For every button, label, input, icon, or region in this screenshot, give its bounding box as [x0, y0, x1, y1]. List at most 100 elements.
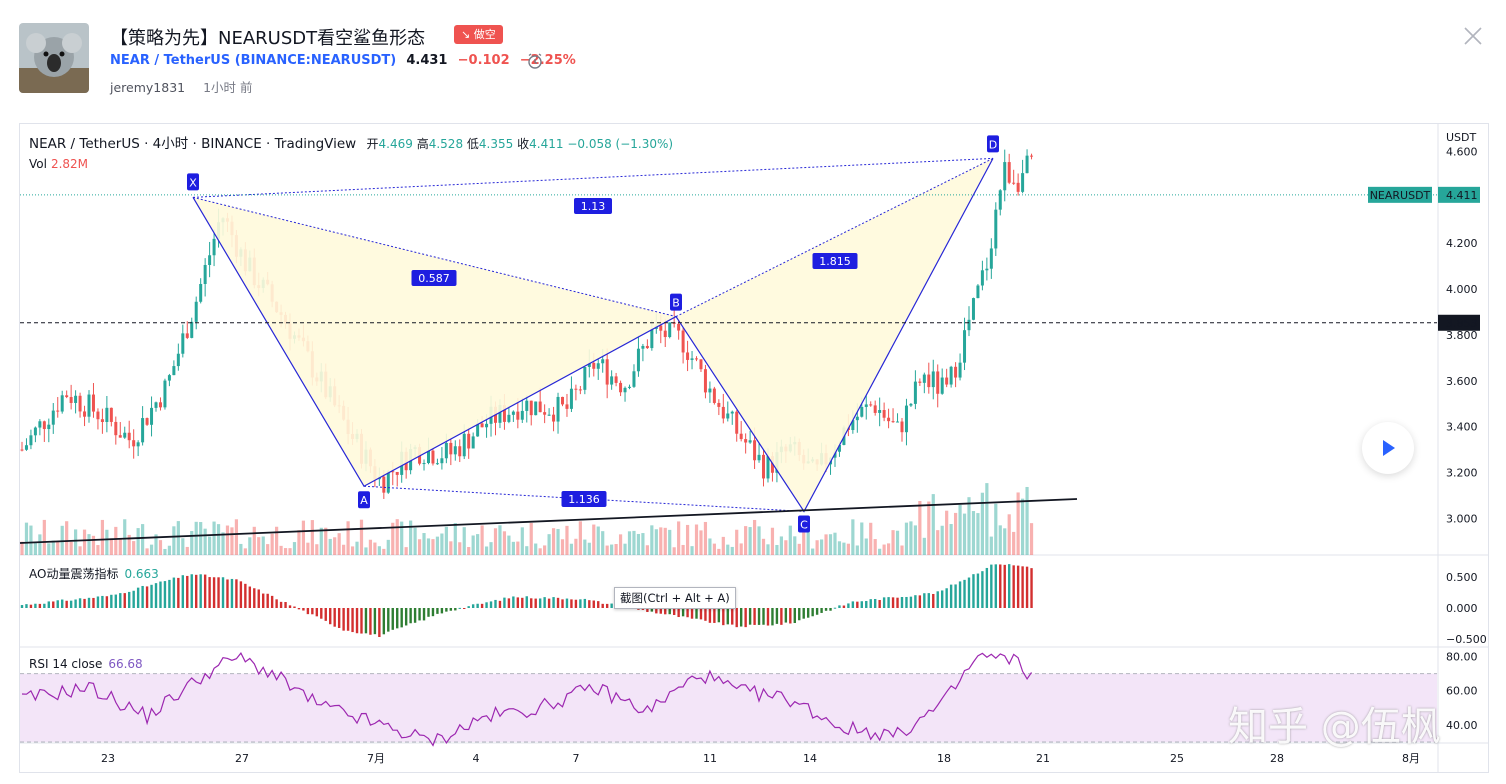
- legend-symbol[interactable]: NEAR / TetherUS · 4小时 · BINANCE · Tradin…: [29, 136, 357, 152]
- ao-bar: [418, 608, 421, 621]
- legend-high: 4.528: [428, 137, 464, 151]
- candle: [855, 416, 859, 421]
- volume-bar: [685, 524, 690, 555]
- ao-bar: [373, 608, 377, 635]
- ao-bar: [592, 600, 595, 608]
- ao-bar: [981, 571, 984, 608]
- volume-bar: [645, 545, 649, 555]
- candle: [158, 402, 162, 408]
- candle: [766, 456, 770, 479]
- candle: [74, 395, 78, 403]
- ao-bar: [869, 599, 872, 608]
- ao-bar: [288, 605, 292, 608]
- ao-bar: [708, 608, 712, 623]
- volume-bar: [909, 521, 913, 555]
- ao-bar: [713, 608, 716, 623]
- ao-bar: [306, 608, 310, 615]
- ao-bar: [744, 608, 747, 628]
- ao-value: 0.663: [124, 567, 159, 581]
- volume-bar: [301, 520, 306, 555]
- alarm-clock-icon[interactable]: [526, 52, 544, 70]
- volume-bar: [87, 534, 91, 555]
- time-tick: 28: [1270, 752, 1284, 765]
- candle: [699, 359, 703, 370]
- price-tick: 4.200: [1446, 237, 1478, 250]
- volume-bar: [752, 519, 757, 555]
- candle: [668, 322, 672, 338]
- candle: [931, 371, 935, 388]
- ao-bar: [436, 608, 439, 614]
- candle: [601, 359, 605, 364]
- volume-bar: [757, 526, 761, 555]
- ao-bar: [74, 599, 77, 608]
- volume-bar: [400, 521, 404, 555]
- volume-bar: [252, 526, 256, 555]
- point-badge: [798, 515, 810, 533]
- candle: [989, 248, 993, 269]
- volume-bar: [163, 548, 167, 555]
- volume-bar: [279, 545, 283, 555]
- ao-bar: [391, 608, 394, 630]
- ao-bar: [355, 608, 359, 634]
- close-icon[interactable]: [1463, 26, 1483, 46]
- candle: [199, 284, 203, 302]
- chart-frame[interactable]: [19, 123, 1489, 773]
- volume-bar: [82, 529, 87, 555]
- point-label-b: B: [672, 297, 680, 310]
- ao-bar: [34, 603, 37, 608]
- last-price-badge: [1438, 186, 1480, 203]
- ao-bar: [387, 608, 390, 632]
- candle: [538, 401, 542, 413]
- ao-bar: [538, 598, 542, 608]
- candle: [721, 406, 725, 419]
- volume-bar: [462, 527, 466, 555]
- point-label-d: D: [989, 138, 997, 151]
- volume-bar: [811, 548, 815, 555]
- ao-bar: [918, 595, 922, 608]
- time-tick: 4: [473, 752, 480, 765]
- ao-bar: [257, 589, 260, 608]
- volume-bar: [699, 530, 703, 555]
- volume-bar: [618, 534, 623, 555]
- ao-bar: [105, 596, 109, 608]
- volume-bar: [860, 522, 864, 555]
- volume-bar: [435, 536, 440, 555]
- play-button[interactable]: [1362, 422, 1414, 474]
- rsi-tick: 40.00: [1446, 719, 1478, 732]
- author-avatar[interactable]: [19, 23, 89, 93]
- candle: [511, 411, 515, 415]
- volume-bar: [458, 542, 462, 555]
- ao-bar: [896, 597, 899, 608]
- ao-bar: [266, 593, 269, 608]
- candle: [980, 270, 984, 286]
- ao-bar: [396, 608, 399, 629]
- candle: [118, 435, 122, 438]
- volume-bar: [109, 538, 113, 555]
- ao-bar: [163, 581, 167, 608]
- candle: [136, 442, 140, 447]
- ao-bar: [512, 596, 515, 608]
- ao-bar: [96, 596, 100, 608]
- candle: [78, 395, 82, 412]
- candle: [583, 366, 587, 390]
- symbol-link[interactable]: NEAR / TetherUS (BINANCE:NEARUSDT): [110, 53, 397, 68]
- volume-bar: [547, 534, 551, 555]
- candle: [114, 421, 118, 436]
- ao-bar: [422, 608, 426, 621]
- ao-bar: [905, 596, 908, 608]
- candle: [896, 421, 900, 423]
- candle: [83, 411, 87, 417]
- volume-bar: [1016, 492, 1020, 555]
- volume-bar: [869, 522, 873, 555]
- ao-bar: [324, 608, 327, 621]
- ao-bar: [400, 608, 403, 628]
- last-price-badge-value: 4.411: [1446, 189, 1478, 202]
- ratio-badge: [574, 198, 612, 214]
- rsi-params: 14 close: [52, 657, 103, 671]
- ao-bar: [650, 608, 654, 612]
- ao-bar: [878, 599, 881, 608]
- time-tick: 7: [573, 752, 580, 765]
- author-name[interactable]: jeremy1831: [110, 80, 186, 95]
- candle: [453, 446, 457, 455]
